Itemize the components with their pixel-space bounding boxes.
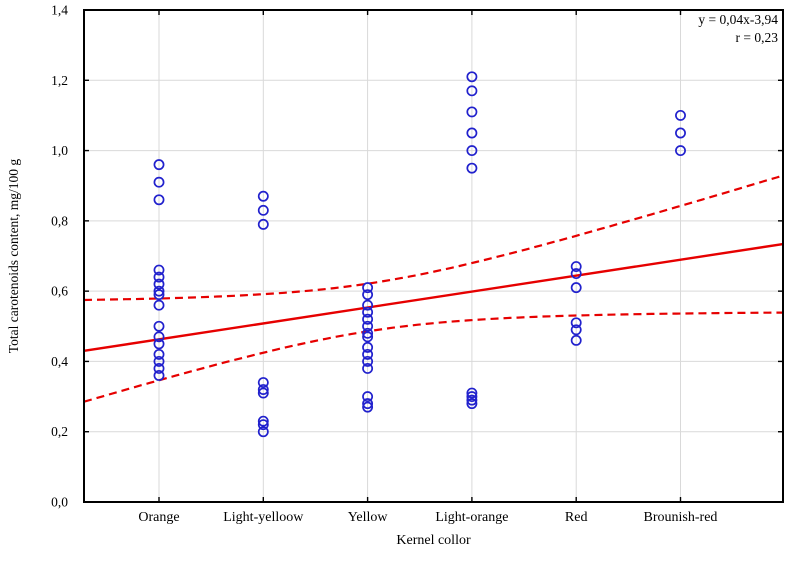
- fit-annotation: y = 0,04x-3,94 r = 0,23: [500, 11, 778, 46]
- data-point: [675, 109, 686, 121]
- x-tick-label: Red: [565, 510, 588, 525]
- data-point: [257, 384, 269, 395]
- y-tick-label: 1,4: [51, 3, 68, 18]
- data-point: [466, 387, 478, 399]
- y-tick-label: 1,0: [51, 143, 68, 158]
- data-point: [153, 159, 165, 171]
- data-point: [362, 341, 374, 353]
- data-point: [362, 401, 374, 413]
- x-tick-label: Yellow: [348, 510, 389, 525]
- data-point: [466, 162, 478, 174]
- data-point: [153, 264, 165, 276]
- confidence-band-lower: [83, 311, 783, 403]
- x-tick-label: Light-yelloow: [223, 510, 304, 525]
- correlation-label: r = 0,23: [735, 29, 778, 45]
- data-point: [153, 370, 165, 381]
- data-point: [153, 355, 165, 367]
- data-point: [362, 363, 374, 374]
- data-point: [257, 419, 269, 431]
- data-point: [570, 282, 582, 294]
- data-point: [153, 194, 165, 206]
- data-point: [466, 106, 478, 118]
- data-point: [257, 415, 269, 427]
- data-point: [257, 218, 269, 230]
- data-point: [153, 338, 165, 350]
- data-point: [570, 334, 582, 346]
- y-axis-title: Total carotenoids content, mg/100 g: [6, 158, 21, 354]
- y-tick-label: 1,2: [51, 73, 68, 88]
- y-tick-label: 0,2: [51, 424, 68, 439]
- regression-line: [83, 242, 784, 353]
- data-point: [153, 363, 165, 374]
- data-point: [257, 190, 269, 202]
- x-axis-title: Kernel collor: [396, 533, 471, 548]
- plot-frame: [83, 9, 784, 503]
- data-point: [675, 127, 686, 139]
- data-point: [675, 145, 686, 157]
- data-point: [362, 320, 374, 332]
- x-tick-label: Brounish-red: [644, 510, 718, 525]
- data-point: [362, 331, 374, 343]
- data-point: [362, 282, 374, 294]
- data-point: [257, 387, 269, 399]
- data-point: [570, 317, 582, 329]
- data-point: [466, 127, 478, 139]
- data-point: [466, 394, 478, 406]
- data-point: [153, 331, 165, 343]
- data-point: [362, 355, 374, 367]
- data-point: [362, 398, 374, 410]
- data-point: [466, 85, 478, 97]
- x-tick-label: Orange: [138, 510, 179, 525]
- data-point: [153, 271, 165, 283]
- data-point: [257, 426, 269, 438]
- data-point: [466, 71, 478, 83]
- y-tick-label: 0,8: [51, 213, 68, 228]
- y-tick-label: 0,6: [51, 284, 68, 299]
- data-point: [153, 348, 165, 360]
- data-point: [570, 261, 582, 272]
- equation-label: y = 0,04x-3,94: [698, 12, 778, 27]
- data-point: [153, 299, 165, 311]
- y-tick-label: 0,4: [51, 354, 68, 369]
- data-point: [153, 176, 165, 188]
- confidence-band-upper: [83, 174, 784, 302]
- data-point: [362, 299, 374, 311]
- data-point: [153, 285, 165, 297]
- data-point: [362, 391, 374, 403]
- data-point: [153, 278, 165, 290]
- data-point: [257, 204, 269, 216]
- data-point: [570, 268, 582, 280]
- data-point: [257, 377, 269, 388]
- data-point: [466, 391, 478, 403]
- data-point: [362, 306, 374, 318]
- data-point: [466, 145, 478, 157]
- y-tick-label: 0,0: [51, 495, 68, 510]
- data-point: [466, 398, 478, 410]
- data-point: [362, 289, 374, 301]
- data-point: [362, 313, 374, 325]
- data-point: [570, 324, 582, 336]
- data-point: [362, 348, 374, 360]
- data-point: [362, 327, 374, 339]
- data-point: [153, 289, 165, 301]
- data-point: [153, 320, 165, 332]
- x-tick-label: Light-orange: [435, 510, 508, 525]
